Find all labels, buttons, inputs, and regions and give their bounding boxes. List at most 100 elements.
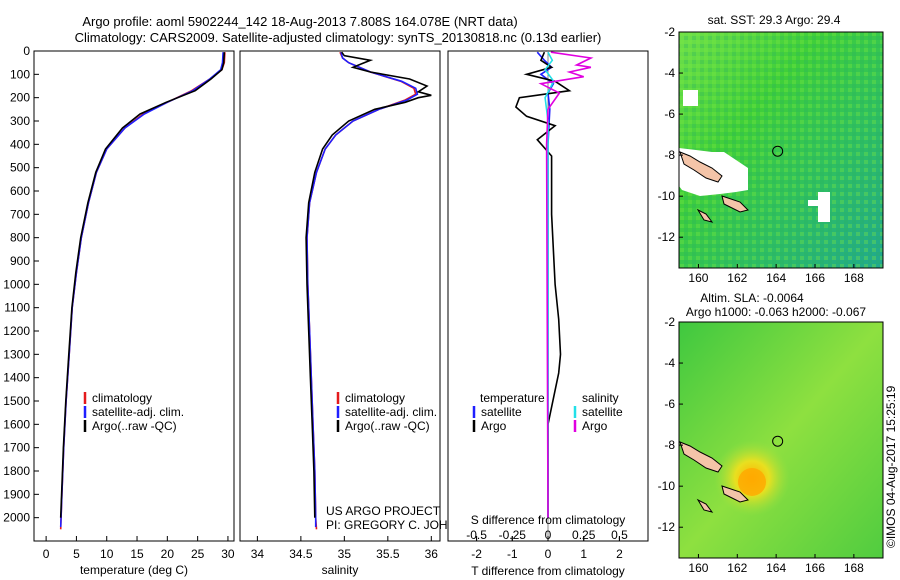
sla-land <box>679 441 723 473</box>
difference-xlabel: T difference from climatology <box>471 564 625 578</box>
x-tick-label: 34 <box>251 547 265 561</box>
map-y-tick-label: -12 <box>658 230 676 244</box>
temperature-legend: climatology satellite-adj. clim. Argo(..… <box>83 391 184 433</box>
map-x-tick-label: 168 <box>844 271 864 285</box>
x-tick-label: -2 <box>471 547 482 561</box>
map-y-tick-label: -4 <box>664 66 675 80</box>
y-tick-label: 1100 <box>4 301 30 315</box>
y-tick-label: 100 <box>10 67 30 81</box>
sst-map: sat. SST: 29.3 Argo: 29.4 160 162 164 166 16… <box>658 13 884 285</box>
series-line-argo-raw-qc- <box>305 51 432 518</box>
legend-label-argo: Argo(..raw -QC) <box>92 419 177 433</box>
map-y-tick-label: -2 <box>664 25 675 39</box>
float-position-marker <box>772 145 784 157</box>
x-tick-label: -1 <box>507 547 518 561</box>
x-tick-label: 30 <box>221 547 235 561</box>
map-x-tick-label: 160 <box>688 561 708 575</box>
y-tick-label: 1700 <box>3 441 30 455</box>
map-x-tick-label: 162 <box>727 561 747 575</box>
series-line-salinity-argo <box>538 51 594 518</box>
salinity-plot-frame <box>239 50 441 542</box>
y-tick-label: 1600 <box>3 417 30 431</box>
sla-map: Altim. SLA: -0.0064 Argo h1000: -0.063 h… <box>658 291 884 575</box>
sst-map-title: sat. SST: 29.3 Argo: 29.4 <box>708 13 841 27</box>
map-y-tick-label: -6 <box>664 107 675 121</box>
x-tick-label: 34.5 <box>289 547 313 561</box>
sst-land-3 <box>696 208 714 223</box>
map-y-tick-label: -2 <box>664 315 675 329</box>
legend-label-temp-satellite: satellite <box>481 405 522 419</box>
map-x-tick-label: 166 <box>805 561 825 575</box>
salinity-xlabel: salinity <box>322 563 359 577</box>
x-tick-label: 1 <box>580 547 587 561</box>
legend-label-argo: Argo(..raw -QC) <box>345 419 430 433</box>
legend-label-climatology: climatology <box>345 391 405 405</box>
float-position-marker <box>772 435 784 447</box>
map-x-tick-label: 162 <box>727 271 747 285</box>
x-tick-label: 15 <box>130 547 144 561</box>
legend-label-sal-argo: Argo <box>582 419 608 433</box>
sst-cloud-mask-3 <box>683 90 698 106</box>
y-tick-label: 400 <box>10 137 30 151</box>
sst-map-texture <box>679 32 883 268</box>
figure-title-line1: Argo profile: aoml 5902244_142 18-Aug-20… <box>82 14 517 29</box>
map-x-tick-label: 164 <box>766 561 786 575</box>
y-tick-label: 700 <box>10 207 30 221</box>
x-tick-label: 25 <box>191 547 205 561</box>
map-y-tick-label: -10 <box>658 189 676 203</box>
x-tick-label: 35.5 <box>376 547 400 561</box>
sla-map-title2: Argo h1000: -0.063 h2000: -0.067 <box>686 305 866 319</box>
y-tick-label: 1800 <box>3 464 30 478</box>
temperature-xlabel: temperature (deg C) <box>80 563 188 577</box>
x-tick-label: -0.25 <box>499 528 527 542</box>
y-tick-label: 1000 <box>3 277 30 291</box>
difference-x2label: S difference from climatology <box>471 513 626 527</box>
x-tick-label: 36 <box>425 547 439 561</box>
map-x-tick-label: 168 <box>844 561 864 575</box>
x-tick-label: 2 <box>616 547 623 561</box>
map-y-tick-label: -6 <box>664 397 675 411</box>
legend-label-sal-satellite: satellite <box>582 405 623 419</box>
series-line-satellite-adj-clim- <box>306 51 419 527</box>
y-tick-label: 200 <box>10 91 30 105</box>
sla-land-2 <box>721 485 749 503</box>
sla-anomaly-core <box>738 468 766 496</box>
figure-title-line2: Climatology: CARS2009. Satellite-adjuste… <box>75 30 602 45</box>
map-x-tick-label: 160 <box>688 271 708 285</box>
salinity-panel: 34 34.5 35 35.5 36 salinity climatology sate… <box>239 50 482 577</box>
legend-header-salinity: salinity <box>582 391 619 405</box>
x-tick-label: 10 <box>100 547 114 561</box>
map-x-tick-label: 166 <box>805 271 825 285</box>
sst-cloud-mask-2 <box>808 192 830 222</box>
map-x-tick-label: 164 <box>766 271 786 285</box>
series-line-temperature-argo <box>514 51 572 518</box>
map-y-tick-label: -12 <box>658 520 676 534</box>
difference-panel: -2 -1 0 1 2 -0.5 -0.25 0 0.25 0.5 T difference f… <box>447 50 649 578</box>
map-y-tick-label: -10 <box>658 479 676 493</box>
series-line-argo-raw-qc- <box>59 52 226 518</box>
y-tick-label: 0 <box>23 44 30 58</box>
x-tick-label: 0.25 <box>572 528 596 542</box>
x-tick-label: 0 <box>43 547 50 561</box>
imos-footer: ©IMOS 04-Aug-2017 15:25:19 <box>884 385 898 548</box>
difference-legend: temperature salinity satellite Argo sate… <box>472 391 623 433</box>
sla-map-frame <box>678 321 884 559</box>
legend-header-temperature: temperature <box>480 391 545 405</box>
map-y-tick-label: -4 <box>664 356 675 370</box>
y-tick-label: 600 <box>10 184 30 198</box>
credit-line1: US ARGO PROJECT <box>326 504 441 518</box>
x-tick-label: 20 <box>161 547 175 561</box>
credit-line2: PI: GREGORY C. JOHNSON <box>326 518 482 532</box>
x-tick-label: 0 <box>545 528 552 542</box>
y-tick-label: 2000 <box>3 511 30 525</box>
legend-label-temp-argo: Argo <box>481 419 507 433</box>
legend-label-satellite: satellite-adj. clim. <box>345 405 437 419</box>
sst-land-2 <box>721 195 749 213</box>
temperature-panel: 0 5 10 15 20 25 30 0 100 200 300 400 500 600 700 800 90… <box>3 44 235 577</box>
y-tick-label: 900 <box>10 254 30 268</box>
legend-label-satellite: satellite-adj. clim. <box>92 405 184 419</box>
sla-land-3 <box>696 498 714 513</box>
map-y-tick-label: -8 <box>664 148 675 162</box>
x-tick-label: 35 <box>338 547 352 561</box>
